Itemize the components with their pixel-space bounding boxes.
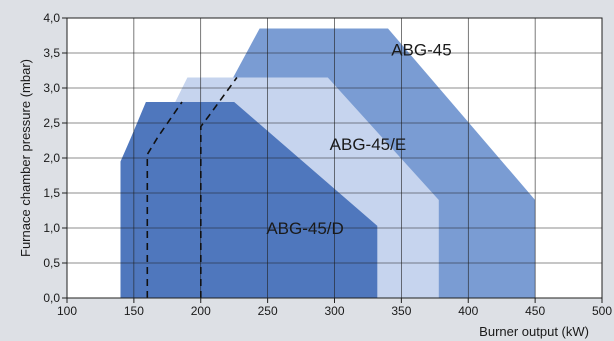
x-tick-label: 500 [592,304,612,318]
x-axis-label: Burner output (kW) [479,324,589,339]
y-tick-label: 1,0 [43,221,60,235]
x-tick-label: 100 [57,304,77,318]
x-tick-label: 400 [458,304,478,318]
y-tick-label: 1,5 [43,186,60,200]
y-tick-label: 0,5 [43,256,60,270]
x-tick-label: 350 [391,304,411,318]
x-tick-label: 450 [525,304,545,318]
y-axis-label: Furnace chamber pressure (mbar) [18,59,33,257]
y-tick-label: 4,0 [43,11,60,25]
region-label: ABG-45/D [266,219,343,238]
dashed-boundary-line [146,101,183,298]
y-tick-label: 0,0 [43,291,60,305]
x-tick-label: 200 [191,304,211,318]
y-tick-label: 3,0 [43,81,60,95]
dashed-boundary-line [200,77,238,298]
region-label: ABG-45/E [330,135,407,154]
x-tick-label: 250 [258,304,278,318]
y-tick-label: 2,0 [43,151,60,165]
x-tick-label: 300 [324,304,344,318]
y-tick-label: 2,5 [43,116,60,130]
y-tick-label: 3,5 [43,46,60,60]
x-tick-label: 150 [124,304,144,318]
region-abg-45-d [120,102,378,298]
region-label: ABG-45 [391,41,451,60]
